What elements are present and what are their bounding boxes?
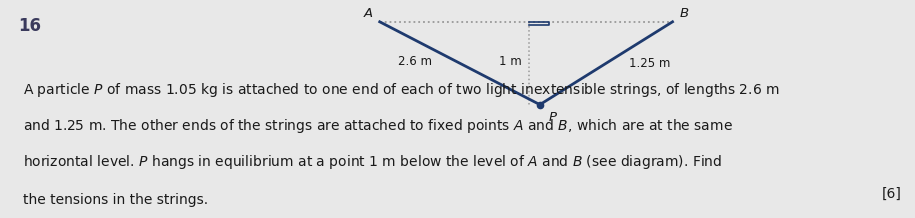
Text: and 1.25 m. The other ends of the strings are attached to fixed points $\mathit{: and 1.25 m. The other ends of the string… <box>23 117 733 135</box>
Text: 1 m: 1 m <box>499 54 522 68</box>
Text: [6]: [6] <box>881 187 901 201</box>
Text: 2.6 m: 2.6 m <box>398 54 432 68</box>
Text: 16: 16 <box>18 17 41 36</box>
Text: B: B <box>680 7 689 20</box>
Text: P: P <box>549 111 557 124</box>
Text: the tensions in the strings.: the tensions in the strings. <box>23 193 208 207</box>
Text: A: A <box>363 7 372 20</box>
Text: horizontal level. $\mathit{P}$ hangs in equilibrium at a point 1 m below the lev: horizontal level. $\mathit{P}$ hangs in … <box>23 153 722 171</box>
Text: A particle $\mathit{P}$ of mass 1.05 kg is attached to one end of each of two li: A particle $\mathit{P}$ of mass 1.05 kg … <box>23 81 780 99</box>
Text: 1.25 m: 1.25 m <box>630 57 671 70</box>
